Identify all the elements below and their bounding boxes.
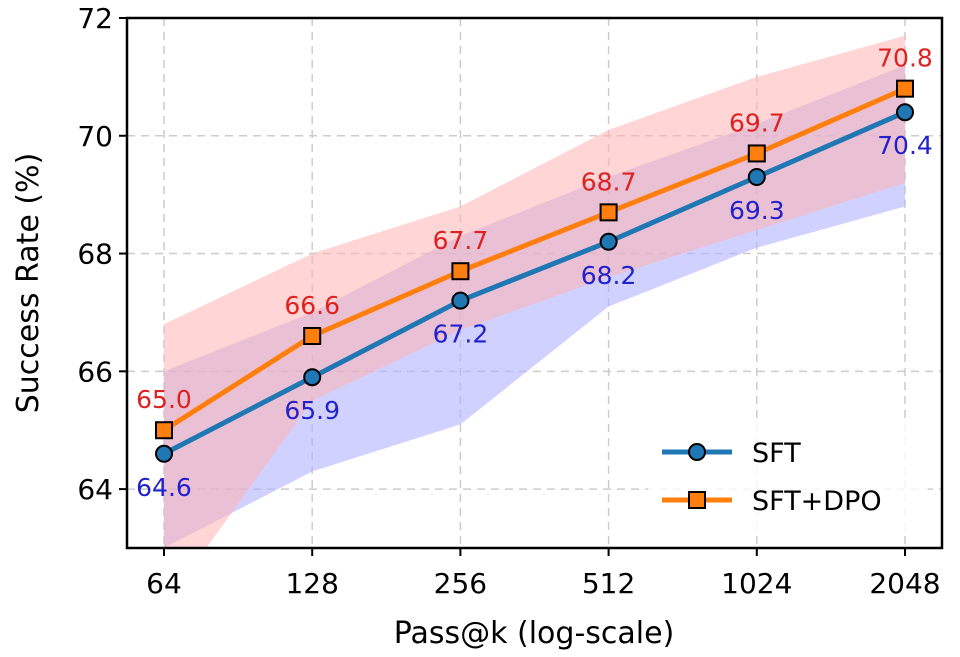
x-tick-label: 256 [434, 567, 487, 600]
legend: SFT SFT+DPO [648, 424, 928, 534]
sft-data-label: 68.2 [581, 261, 637, 290]
sft-dpo-point [155, 421, 173, 440]
plot-frame [125, 16, 944, 550]
sft-point [599, 232, 618, 251]
sft-dpo-data-label: 70.8 [877, 44, 933, 73]
y-tick-label: 68 [77, 238, 113, 271]
line-sft [162, 109, 907, 456]
legend-sft-marker [688, 443, 706, 461]
y-tick-label: 66 [77, 355, 113, 388]
sft-dpo-data-label: 66.6 [284, 291, 340, 320]
sft-dpo-point [747, 144, 766, 163]
sft-data-label: 70.4 [877, 131, 933, 160]
sft-data-label: 67.2 [433, 320, 489, 349]
legend-sft-dpo-label: SFT+DPO [752, 486, 882, 517]
series-lines [162, 86, 907, 456]
sft-dpo-point [599, 203, 618, 222]
line-sft-dpo [162, 86, 907, 433]
x-tick-label: 128 [285, 567, 338, 600]
sft-point [747, 168, 766, 186]
axis-ticks: 64 128 256 512 1024 2048 64 66 68 70 72 [77, 2, 940, 600]
x-tick-label: 1024 [721, 567, 792, 600]
y-tick-label: 64 [77, 473, 113, 506]
legend-sft-label: SFT [752, 438, 801, 469]
sft-dpo-data-label: 65.0 [136, 385, 192, 414]
sft-dpo-point [451, 262, 470, 281]
sft-dpo-point [896, 79, 914, 98]
sft-point [451, 291, 470, 310]
band-sft-dpo [164, 35, 905, 548]
sft-data-label: 69.3 [729, 196, 785, 225]
sft-data-label: 65.9 [284, 396, 340, 425]
sft-data-label: 64.6 [136, 473, 192, 502]
y-axis-label: Success Rate (%) [11, 153, 46, 414]
sft-dpo-point [303, 327, 322, 345]
data-labels: 64.6 65.9 67.2 68.2 69.3 70.4 65.0 66.6 67.7 68.7… [136, 44, 933, 502]
sft-dpo-data-label: 67.7 [433, 226, 489, 255]
series-markers [155, 79, 914, 463]
sft-point [155, 444, 173, 463]
y-tick-label: 72 [77, 2, 113, 35]
x-tick-label: 2048 [869, 567, 940, 600]
confidence-bands [164, 35, 905, 548]
sft-dpo-data-label: 68.7 [581, 167, 637, 196]
legend-sft-dpo-marker [688, 491, 706, 509]
sft-point [303, 368, 322, 387]
sft-point [896, 103, 914, 122]
x-tick-label: 512 [582, 567, 635, 600]
y-tick-label: 70 [77, 120, 113, 153]
x-axis-label: Pass@k (log-scale) [394, 616, 675, 651]
sft-dpo-data-label: 69.7 [729, 108, 785, 137]
x-tick-label: 64 [146, 567, 182, 600]
